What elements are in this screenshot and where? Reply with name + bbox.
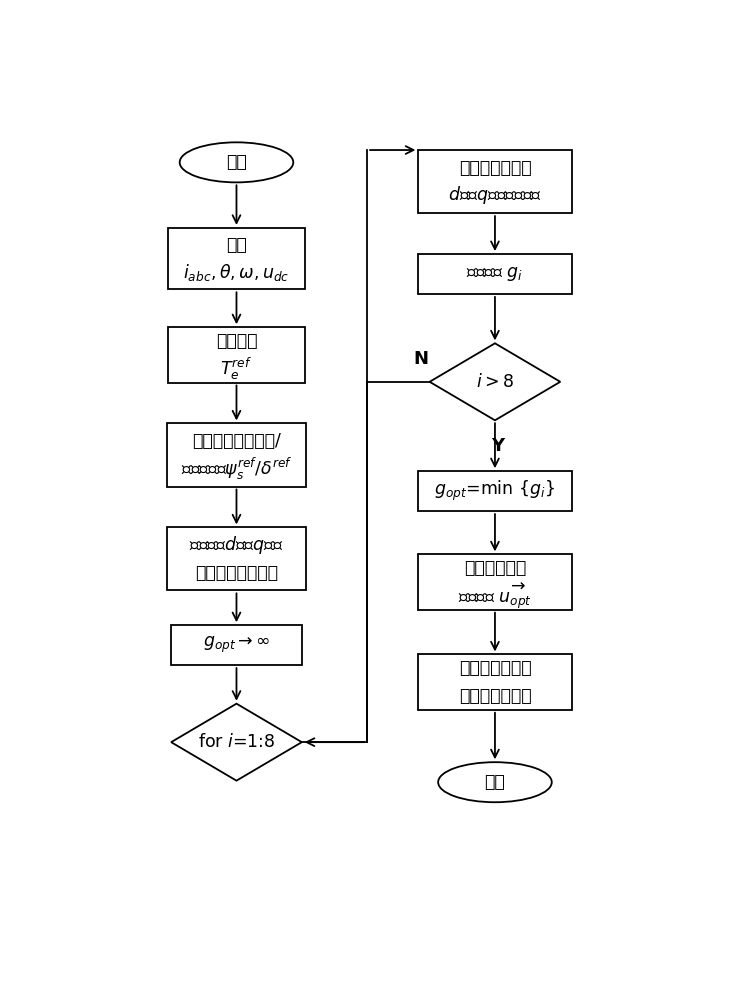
Ellipse shape: [180, 142, 293, 182]
Text: 价值函数 $g_i$: 价值函数 $g_i$: [466, 265, 523, 283]
Text: 零轴分量幅值参考: 零轴分量幅值参考: [195, 564, 278, 582]
Polygon shape: [172, 704, 302, 781]
Bar: [419, 471, 572, 511]
Text: $g_{opt}$=min $\{g_i\}$: $g_{opt}$=min $\{g_i\}$: [435, 479, 556, 503]
Bar: [167, 527, 306, 590]
Text: 转矩参考: 转矩参考: [216, 332, 257, 350]
Text: 开关状态到电机: 开关状态到电机: [459, 687, 531, 705]
Bar: [169, 327, 305, 383]
Bar: [419, 554, 572, 610]
Text: $T_e^{ref}$: $T_e^{ref}$: [221, 356, 253, 382]
Bar: [167, 423, 306, 487]
Text: Y: Y: [491, 437, 504, 455]
Polygon shape: [430, 343, 560, 420]
Text: 负载角参考$\psi_s^{ref}/\delta^{ref}$: 负载角参考$\psi_s^{ref}/\delta^{ref}$: [181, 456, 292, 482]
Text: 定子磁链幅值参考/: 定子磁链幅值参考/: [192, 432, 281, 450]
Text: $g_{opt}\rightarrow\infty$: $g_{opt}\rightarrow\infty$: [203, 635, 270, 655]
Text: 采样: 采样: [226, 236, 247, 254]
Text: 开始: 开始: [226, 153, 247, 171]
Text: $i>8$: $i>8$: [476, 373, 514, 391]
Text: 预测定子磁链的: 预测定子磁链的: [459, 159, 531, 177]
Text: $i_{abc},\theta,\omega,u_{dc}$: $i_{abc},\theta,\omega,u_{dc}$: [183, 262, 290, 283]
Ellipse shape: [438, 762, 552, 802]
Text: 定子磁链$d$轴、$q$轴和: 定子磁链$d$轴、$q$轴和: [189, 534, 284, 556]
Bar: [172, 625, 302, 665]
Text: for $i$=1:8: for $i$=1:8: [198, 733, 275, 751]
Bar: [169, 228, 305, 289]
Text: N: N: [413, 350, 429, 368]
Text: 结束: 结束: [485, 773, 505, 791]
Text: $d$轴、$q$轴和零轴分量: $d$轴、$q$轴和零轴分量: [448, 184, 542, 206]
Bar: [419, 254, 572, 294]
Text: 电压矢量 $\overrightarrow{u_{opt}}$: 电压矢量 $\overrightarrow{u_{opt}}$: [458, 581, 532, 611]
Text: 逆变器输出最优: 逆变器输出最优: [459, 659, 531, 677]
Bar: [419, 654, 572, 710]
Text: 选择最优基本: 选择最优基本: [464, 559, 526, 577]
Bar: [419, 150, 572, 213]
